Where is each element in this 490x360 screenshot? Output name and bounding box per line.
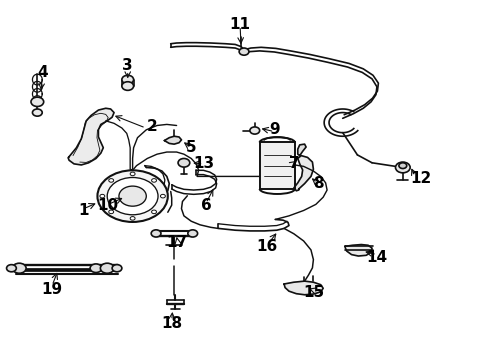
- Circle shape: [122, 82, 134, 90]
- Circle shape: [100, 263, 114, 273]
- Circle shape: [90, 264, 102, 273]
- Circle shape: [151, 179, 156, 182]
- Polygon shape: [294, 156, 314, 191]
- Text: 17: 17: [166, 235, 187, 250]
- Circle shape: [395, 162, 410, 173]
- Circle shape: [151, 230, 161, 237]
- Text: 1: 1: [78, 203, 89, 218]
- Circle shape: [160, 194, 165, 198]
- Circle shape: [399, 163, 407, 168]
- Text: 16: 16: [256, 239, 278, 254]
- Polygon shape: [68, 108, 114, 165]
- Circle shape: [178, 158, 190, 167]
- Text: 11: 11: [230, 17, 250, 32]
- Text: 8: 8: [313, 176, 323, 191]
- Text: 12: 12: [410, 171, 432, 186]
- Circle shape: [130, 217, 135, 220]
- Text: 2: 2: [147, 119, 158, 134]
- Circle shape: [6, 265, 16, 272]
- Polygon shape: [298, 144, 306, 156]
- Text: 19: 19: [42, 282, 63, 297]
- Text: 13: 13: [193, 156, 214, 171]
- Circle shape: [100, 194, 105, 198]
- Circle shape: [250, 127, 260, 134]
- Circle shape: [130, 172, 135, 176]
- Circle shape: [151, 210, 156, 213]
- Circle shape: [32, 109, 42, 116]
- Circle shape: [31, 97, 44, 107]
- Text: 3: 3: [122, 58, 133, 73]
- Circle shape: [109, 179, 114, 182]
- Circle shape: [239, 48, 249, 55]
- Circle shape: [98, 170, 168, 222]
- Text: 7: 7: [289, 156, 299, 171]
- Text: 6: 6: [200, 198, 211, 213]
- Text: 4: 4: [37, 65, 48, 80]
- Text: 14: 14: [367, 249, 388, 265]
- Text: 18: 18: [161, 316, 182, 331]
- Circle shape: [119, 186, 147, 206]
- Polygon shape: [284, 281, 323, 295]
- Circle shape: [109, 210, 114, 213]
- Circle shape: [12, 263, 26, 273]
- Circle shape: [112, 265, 122, 272]
- Polygon shape: [345, 244, 372, 256]
- Circle shape: [122, 75, 134, 84]
- Text: 5: 5: [186, 140, 196, 155]
- Circle shape: [107, 177, 158, 215]
- Circle shape: [188, 230, 197, 237]
- Text: 15: 15: [303, 285, 324, 301]
- Text: 10: 10: [98, 198, 119, 213]
- Text: 9: 9: [269, 122, 280, 137]
- Bar: [260, 142, 295, 189]
- Polygon shape: [164, 136, 181, 144]
